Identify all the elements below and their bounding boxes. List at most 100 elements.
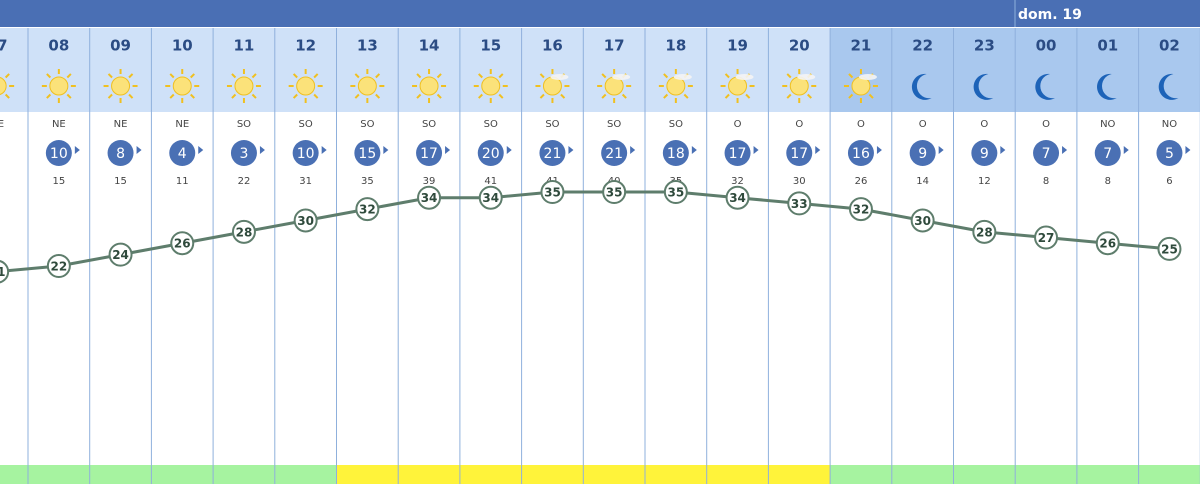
day-band bbox=[274, 465, 337, 484]
sun bbox=[481, 76, 501, 96]
wind-speed: 17 bbox=[729, 146, 747, 162]
wind-direction: NE bbox=[52, 119, 66, 130]
wind-arrow bbox=[1185, 146, 1191, 154]
day-band bbox=[583, 465, 645, 484]
sun-ray bbox=[375, 73, 381, 79]
sun-ray bbox=[107, 73, 113, 79]
wind-direction: NO bbox=[1100, 119, 1115, 130]
sun-ray bbox=[848, 93, 854, 99]
sun-ray bbox=[4, 73, 10, 79]
temp-point bbox=[108, 242, 133, 267]
sun-ray bbox=[354, 93, 360, 99]
day-band bbox=[645, 465, 707, 484]
hour: 07 bbox=[0, 37, 8, 55]
sun bbox=[49, 76, 69, 96]
temp-point bbox=[478, 185, 503, 210]
day-band bbox=[706, 465, 769, 484]
wind-direction: SO bbox=[607, 119, 621, 130]
day-band bbox=[830, 465, 892, 484]
sun-ray bbox=[107, 93, 113, 99]
sun-ray bbox=[683, 93, 689, 99]
wind-arrow bbox=[259, 146, 265, 154]
temp-point bbox=[1034, 225, 1059, 250]
day-band bbox=[953, 465, 1016, 484]
day-band bbox=[336, 465, 399, 484]
day-band bbox=[398, 465, 460, 484]
wind-arrow bbox=[136, 146, 142, 154]
temp-point bbox=[910, 208, 935, 233]
wind-speed: 7 bbox=[1103, 146, 1112, 162]
sun-ray bbox=[745, 93, 751, 99]
temp-label: 30 bbox=[914, 214, 931, 228]
sun-ray bbox=[46, 73, 52, 79]
wind-arrow bbox=[568, 146, 574, 154]
wind-direction: O bbox=[795, 119, 803, 130]
wind-arrow bbox=[321, 146, 327, 154]
wind-direction: SO bbox=[237, 119, 251, 130]
sun-ray bbox=[478, 93, 483, 99]
hour: 21 bbox=[851, 37, 872, 55]
temp-label: 34 bbox=[482, 191, 499, 205]
gust: 31 bbox=[299, 176, 312, 187]
day-band bbox=[0, 465, 28, 484]
hour: 22 bbox=[912, 37, 933, 55]
sun-ray bbox=[231, 93, 237, 99]
gust: 15 bbox=[52, 176, 65, 187]
sun-ray bbox=[786, 73, 792, 79]
wind-circle bbox=[354, 140, 381, 166]
gust: 32 bbox=[731, 176, 744, 187]
day-band bbox=[1076, 465, 1139, 484]
moon-icon bbox=[973, 73, 994, 100]
day-band bbox=[521, 465, 584, 484]
wind-arrow bbox=[753, 146, 759, 154]
temp-label: 35 bbox=[606, 186, 623, 200]
gust: 8 bbox=[1043, 176, 1049, 187]
cloud bbox=[797, 74, 816, 80]
cloud bbox=[673, 74, 692, 80]
sun-icon bbox=[720, 69, 755, 103]
sun-ray bbox=[416, 93, 422, 99]
sun-icon bbox=[41, 69, 76, 103]
wind-circle bbox=[477, 140, 504, 166]
wind-direction: O bbox=[857, 119, 865, 130]
cloud bbox=[550, 74, 569, 80]
wind-arrow bbox=[938, 146, 944, 154]
day-bar bbox=[0, 0, 1200, 27]
temp-point bbox=[355, 197, 380, 222]
wind-direction: SO bbox=[484, 119, 498, 130]
sun-ray bbox=[621, 93, 627, 99]
sun-ray bbox=[169, 73, 175, 79]
wind-circle bbox=[786, 140, 813, 166]
wind-circle bbox=[1094, 140, 1121, 166]
sun-ray bbox=[663, 93, 669, 99]
wind-direction: NE bbox=[114, 119, 128, 130]
wind-speed: 9 bbox=[980, 146, 989, 162]
wind-direction: SO bbox=[360, 119, 374, 130]
temp-label: 32 bbox=[359, 203, 376, 217]
hour: 17 bbox=[604, 37, 625, 55]
gust: 30 bbox=[793, 176, 806, 187]
sun-ray bbox=[251, 73, 257, 79]
sun-ray bbox=[807, 93, 812, 99]
sun-ray bbox=[601, 73, 607, 79]
wind-arrow bbox=[445, 146, 451, 154]
wind-direction: NE bbox=[0, 119, 4, 130]
sun-ray bbox=[786, 93, 792, 99]
hour: 00 bbox=[1036, 37, 1057, 55]
wind-circle bbox=[230, 140, 257, 166]
wind-circle bbox=[45, 140, 72, 166]
sun-ray bbox=[231, 73, 237, 79]
sun bbox=[357, 76, 377, 96]
day-label: dom. 19 bbox=[1018, 7, 1082, 23]
wind-circle bbox=[169, 140, 196, 166]
temp-point bbox=[972, 219, 997, 244]
temp-label: 21 bbox=[0, 265, 6, 279]
hour: 13 bbox=[357, 37, 378, 55]
hour: 19 bbox=[727, 37, 748, 55]
wind-arrow bbox=[815, 146, 821, 154]
temp-point bbox=[540, 180, 565, 205]
sun-icon bbox=[843, 69, 878, 103]
sun-icon bbox=[350, 69, 385, 103]
day-band bbox=[1138, 465, 1200, 484]
temp-point bbox=[170, 231, 195, 256]
